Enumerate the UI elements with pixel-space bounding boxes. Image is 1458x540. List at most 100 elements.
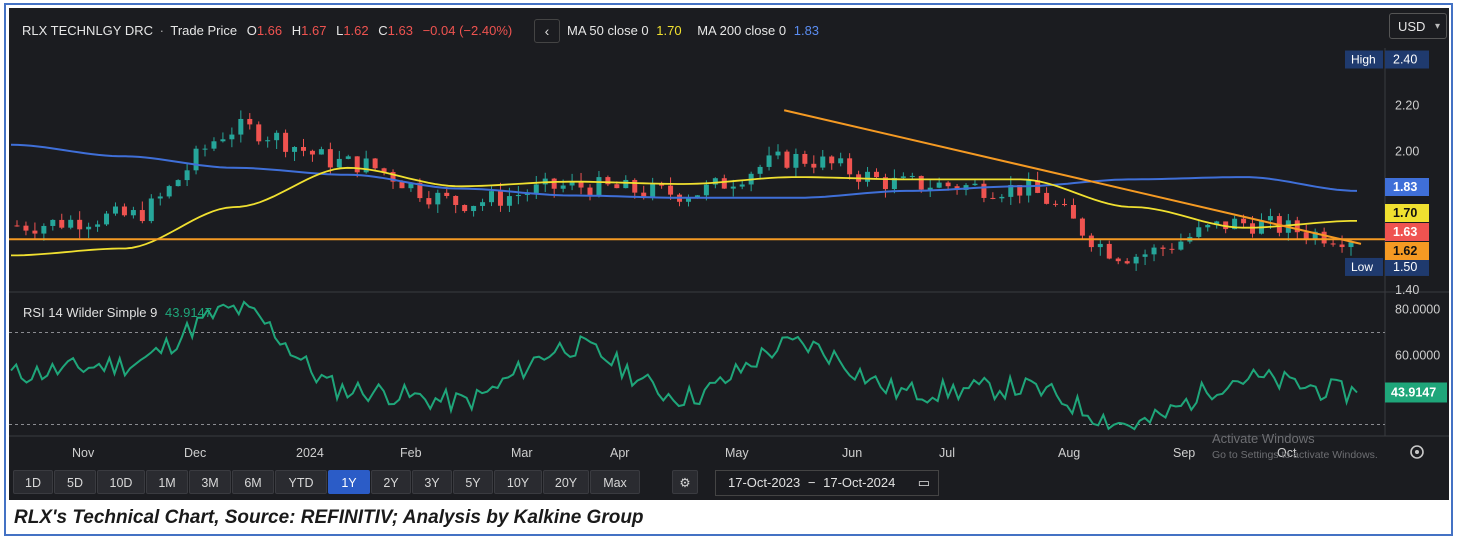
candle-body xyxy=(784,151,790,168)
time-axis-label: 2024 xyxy=(296,446,324,460)
candle-body xyxy=(685,198,691,202)
candle-body xyxy=(1133,256,1139,264)
candle-body xyxy=(390,172,396,182)
candle-body xyxy=(587,187,593,197)
candle-body xyxy=(802,153,808,164)
candle-body xyxy=(668,185,674,195)
date-range-picker[interactable]: 17-Oct-2023 − 17-Oct-2024 ▭ xyxy=(715,470,939,496)
candle-body xyxy=(694,195,700,199)
candle-body xyxy=(1169,248,1175,250)
candle-body xyxy=(68,219,74,228)
support-badge xyxy=(1385,242,1429,260)
candle-body xyxy=(793,153,799,168)
time-axis-label: Oct xyxy=(1277,446,1297,460)
range-button-ytd[interactable]: YTD xyxy=(275,470,327,494)
candle-body xyxy=(1348,242,1354,248)
date-end: 17-Oct-2024 xyxy=(823,475,896,490)
ma50-label: MA 50 close 0 xyxy=(567,23,649,38)
candle-body xyxy=(963,185,969,190)
symbol-name: RLX TECHNLGY DRC xyxy=(22,23,153,38)
candle-body xyxy=(166,186,172,197)
candle-body xyxy=(14,225,20,227)
range-button-1m[interactable]: 1M xyxy=(146,470,188,494)
low-tag xyxy=(1345,257,1383,276)
low-value: 1.62 xyxy=(343,23,369,38)
candle-body xyxy=(936,182,942,188)
candle-body xyxy=(345,156,351,159)
range-button-1d[interactable]: 1D xyxy=(13,470,53,494)
candle-body xyxy=(551,178,557,189)
candle-body xyxy=(1097,243,1103,248)
ma200-badge-value: 1.83 xyxy=(1393,180,1417,194)
figure-caption: RLX's Technical Chart, Source: REFINITIV… xyxy=(14,507,644,528)
settings-gear-button[interactable]: ⚙ xyxy=(672,470,698,494)
price-tick-label: 1.40 xyxy=(1395,283,1419,297)
range-button-10d[interactable]: 10D xyxy=(97,470,145,494)
candle-body xyxy=(489,191,495,203)
candle-body xyxy=(712,178,718,185)
candle-body xyxy=(1026,180,1032,196)
range-button-5y[interactable]: 5Y xyxy=(453,470,493,494)
rsi-label-text: RSI 14 Wilder Simple 9 xyxy=(23,305,158,320)
candle-body xyxy=(1017,185,1023,196)
range-button-5d[interactable]: 5D xyxy=(54,470,96,494)
candle-body xyxy=(41,225,47,234)
target-icon-dot xyxy=(1415,450,1419,454)
candle-body xyxy=(990,197,996,199)
rsi-badge-value: 43.9147 xyxy=(1391,385,1436,399)
candle-body xyxy=(309,150,315,155)
candle-body xyxy=(909,175,915,177)
candle-body xyxy=(1160,247,1166,249)
candle-body xyxy=(417,182,423,199)
candle-body xyxy=(59,219,65,228)
collapse-legend-button[interactable]: ‹ xyxy=(534,19,560,43)
candle-body xyxy=(882,177,888,190)
close-badge-value: 1.63 xyxy=(1393,225,1417,239)
candle-body xyxy=(721,178,727,189)
candle-body xyxy=(1294,220,1300,233)
range-button-3y[interactable]: 3Y xyxy=(412,470,452,494)
chevron-left-icon: ‹ xyxy=(544,23,550,39)
settings-target-button[interactable] xyxy=(1405,440,1429,464)
high-tag-label: High xyxy=(1351,53,1376,67)
currency-select[interactable]: USD ▾ xyxy=(1389,13,1447,39)
range-button-2y[interactable]: 2Y xyxy=(371,470,411,494)
range-button-1y[interactable]: 1Y xyxy=(328,470,370,494)
candle-body xyxy=(533,184,539,194)
price-and-rsi-chart[interactable]: 2.20 2.00 1.40 High 2.40 Low 1.50 1.83 1.70 1.63 1… xyxy=(9,8,1449,500)
candle-body xyxy=(23,225,29,231)
rsi-legend-value: 43.9147 xyxy=(165,305,213,320)
candle-body xyxy=(703,184,709,196)
candle-body xyxy=(292,146,298,152)
candle-body xyxy=(1062,204,1068,206)
activate-windows-title: Activate Windows xyxy=(1212,431,1315,446)
close-label: C xyxy=(378,23,388,38)
candle-body xyxy=(829,156,835,164)
ma-legend: MA 50 close 0 1.70 MA 200 close 0 1.83 xyxy=(567,22,819,40)
time-axis-label: Apr xyxy=(610,446,629,460)
range-button-20y[interactable]: 20Y xyxy=(543,470,589,494)
candle-body xyxy=(650,183,656,197)
ma50-badge-value: 1.70 xyxy=(1393,206,1417,220)
candle-body xyxy=(981,183,987,198)
candle-body xyxy=(1241,218,1247,224)
rsi-line xyxy=(10,300,1358,431)
candle-body xyxy=(1267,216,1273,221)
range-button-6m[interactable]: 6M xyxy=(232,470,274,494)
candle-body xyxy=(220,139,226,142)
open-label: O xyxy=(246,23,257,38)
range-button-10y[interactable]: 10Y xyxy=(494,470,542,494)
candle-body xyxy=(891,177,897,190)
range-button-3m[interactable]: 3M xyxy=(189,470,231,494)
ma50-badge xyxy=(1385,204,1429,222)
time-axis-label: Jul xyxy=(939,446,955,460)
candle-body xyxy=(318,149,324,155)
range-button-max[interactable]: Max xyxy=(590,470,640,494)
candle-body xyxy=(820,156,826,168)
candle-body xyxy=(363,158,369,173)
candle-body xyxy=(175,180,181,187)
time-axis-label: Aug xyxy=(1058,446,1080,460)
candle-body xyxy=(95,224,101,227)
candle-body xyxy=(408,182,414,189)
candle-body xyxy=(1053,203,1059,205)
